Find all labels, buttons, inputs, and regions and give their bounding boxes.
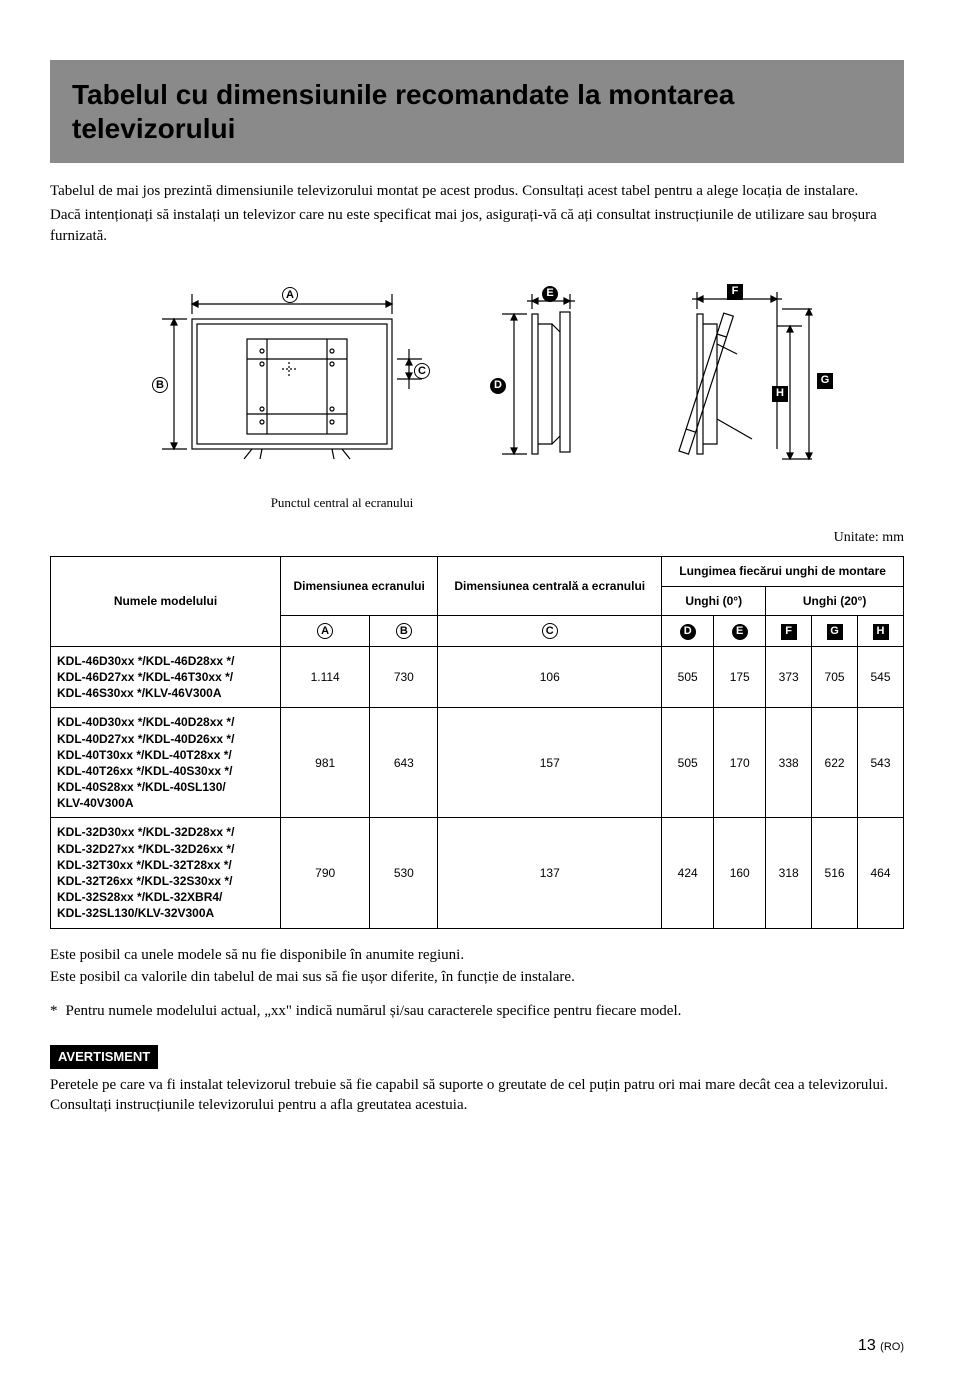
diagram-caption: Punctul central al ecranului: [0, 494, 904, 512]
warning-text: Peretele pe care va fi instalat televizo…: [50, 1075, 904, 1116]
th-screen-dim: Dimensiunea ecranului: [281, 557, 438, 615]
intro-text: Tabelul de mai jos prezintă dimensiunile…: [50, 181, 904, 246]
label-c-icon: C: [414, 363, 430, 379]
note-1: Este posibil ca unele modele să nu fie d…: [50, 945, 904, 965]
label-d-icon: D: [490, 378, 506, 394]
th-col-h: H: [858, 615, 904, 646]
page-lang: (RO): [880, 1341, 904, 1353]
value-cell: 622: [812, 708, 858, 818]
value-cell: 318: [766, 818, 812, 928]
label-f-icon: F: [727, 284, 743, 300]
dimensions-table: Numele modelului Dimensiunea ecranului D…: [50, 556, 904, 928]
note-2: Este posibil ca valorile din tabelul de …: [50, 967, 904, 987]
page-num-value: 13: [858, 1337, 876, 1354]
th-col-a: A: [281, 615, 370, 646]
title-banner: Tabelul cu dimensiunile recomandate la m…: [50, 60, 904, 163]
th-angle-20: Unghi (20°): [766, 586, 904, 615]
table-row: KDL-46D30xx */KDL-46D28xx */KDL-46D27xx …: [51, 646, 904, 708]
value-cell: 730: [370, 646, 438, 708]
asterisk-symbol: *: [50, 1001, 58, 1021]
value-cell: 137: [438, 818, 662, 928]
value-cell: 530: [370, 818, 438, 928]
table-row: KDL-32D30xx */KDL-32D28xx */KDL-32D27xx …: [51, 818, 904, 928]
th-model: Numele modelului: [51, 557, 281, 646]
value-cell: 545: [858, 646, 904, 708]
value-cell: 516: [812, 818, 858, 928]
value-cell: 106: [438, 646, 662, 708]
label-b-icon: B: [152, 377, 168, 393]
intro-p1: Tabelul de mai jos prezintă dimensiunile…: [50, 181, 904, 201]
label-h-icon: H: [772, 386, 788, 402]
model-cell: KDL-40D30xx */KDL-40D28xx */KDL-40D27xx …: [51, 708, 281, 818]
warning-label: AVERTISMENT: [50, 1045, 158, 1069]
diagram-row: A B C D E: [50, 264, 904, 484]
value-cell: 424: [662, 818, 714, 928]
value-cell: 157: [438, 708, 662, 818]
table-row: KDL-40D30xx */KDL-40D28xx */KDL-40D27xx …: [51, 708, 904, 818]
label-e-icon: E: [542, 286, 558, 302]
value-cell: 505: [662, 708, 714, 818]
th-angle-0: Unghi (0°): [662, 586, 766, 615]
value-cell: 1.114: [281, 646, 370, 708]
value-cell: 790: [281, 818, 370, 928]
unit-line: Unitate: mm: [50, 529, 904, 548]
diagram-front: A B C: [102, 264, 432, 484]
value-cell: 643: [370, 708, 438, 818]
model-cell: KDL-32D30xx */KDL-32D28xx */KDL-32D27xx …: [51, 818, 281, 928]
value-cell: 543: [858, 708, 904, 818]
value-cell: 170: [714, 708, 766, 818]
intro-p2: Dacă intenționați să instalați un televi…: [50, 205, 904, 246]
diagram-side-20: F G H: [612, 264, 852, 484]
model-cell: KDL-46D30xx */KDL-46D28xx */KDL-46D27xx …: [51, 646, 281, 708]
th-col-e: E: [714, 615, 766, 646]
value-cell: 338: [766, 708, 812, 818]
label-g-icon: G: [817, 373, 833, 389]
value-cell: 981: [281, 708, 370, 818]
asterisk-note: * Pentru numele modelului actual, „xx" i…: [50, 1001, 904, 1021]
page-title: Tabelul cu dimensiunile recomandate la m…: [72, 78, 882, 145]
value-cell: 175: [714, 646, 766, 708]
value-cell: 160: [714, 818, 766, 928]
th-col-b: B: [370, 615, 438, 646]
th-angle-len: Lungimea fiecărui unghi de montare: [662, 557, 904, 586]
th-center-dim: Dimensiunea centrală a ecranului: [438, 557, 662, 615]
value-cell: 373: [766, 646, 812, 708]
th-col-c: C: [438, 615, 662, 646]
th-col-d: D: [662, 615, 714, 646]
th-col-g: G: [812, 615, 858, 646]
asterisk-text: Pentru numele modelului actual, „xx" ind…: [66, 1001, 682, 1021]
label-a-icon: A: [282, 287, 298, 303]
th-col-f: F: [766, 615, 812, 646]
value-cell: 505: [662, 646, 714, 708]
notes: Este posibil ca unele modele să nu fie d…: [50, 945, 904, 1022]
value-cell: 464: [858, 818, 904, 928]
value-cell: 705: [812, 646, 858, 708]
diagram-side-0: D E: [442, 264, 602, 484]
page-number: 13 (RO): [50, 1335, 904, 1357]
